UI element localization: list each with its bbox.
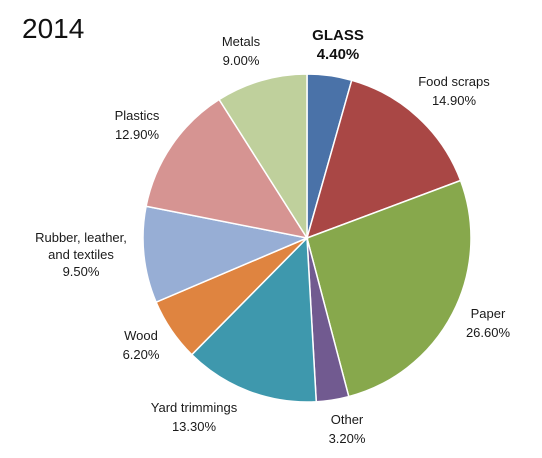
pie-slice-yard-trimmings [190,236,318,403]
pie-label-other: Other 3.20% [329,412,366,446]
pie-slice-food-scraps [305,79,462,240]
pie-label-paper: Paper 26.60% [466,306,511,340]
pie-slice-plastics [145,98,309,240]
pie-label-plastics: Plastics 12.90% [115,108,160,142]
pie-slices [142,73,472,403]
pie-label-rubber-leather-and-textiles: Rubber, leather, and textiles 9.50% [35,230,127,279]
pie-slice-metals [218,73,308,241]
pie-slice-paper [306,179,472,398]
pie-label-glass: GLASS 4.40% [312,27,364,63]
chart-title: 2014 [22,13,84,44]
pie-label-yard-trimmings: Yard trimmings 13.30% [151,400,238,434]
pie-label-metals: Metals 9.00% [222,34,261,68]
pie-label-wood: Wood 6.20% [123,328,160,362]
pie-label-food-scraps: Food scraps 14.90% [418,74,490,108]
pie-labels: GLASS 4.40% Food scraps 14.90% Paper 26.60% Ot… [35,27,510,446]
